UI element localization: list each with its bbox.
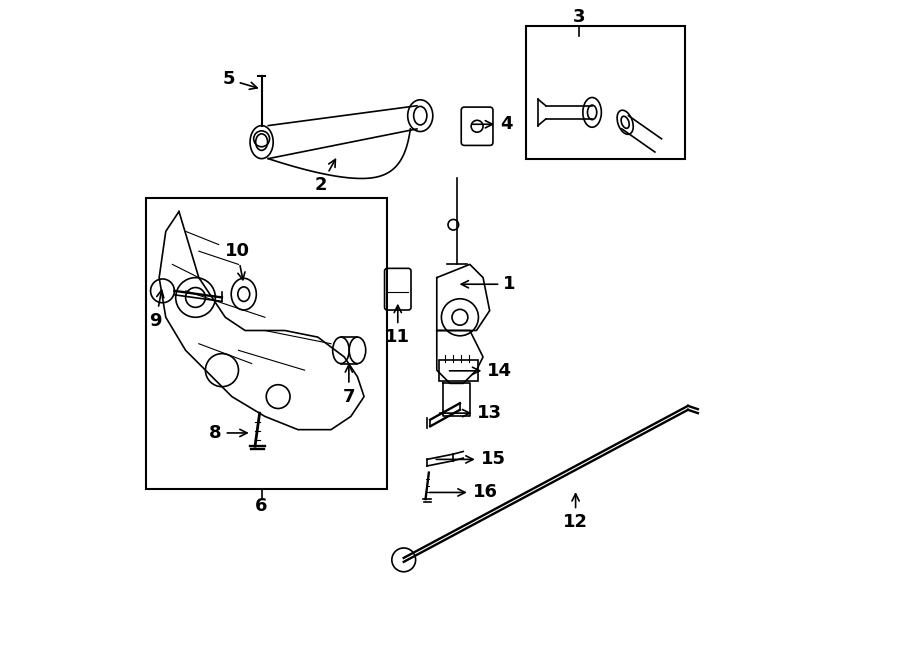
Text: 10: 10 [225, 242, 249, 280]
Text: 2: 2 [315, 159, 336, 194]
Text: 16: 16 [429, 483, 498, 502]
Text: 4: 4 [472, 115, 512, 134]
Text: 6: 6 [256, 496, 268, 515]
Text: 7: 7 [343, 365, 356, 406]
Text: 14: 14 [449, 362, 512, 380]
Bar [526, 26, 685, 159]
Text: 12: 12 [563, 494, 588, 531]
Text: 9: 9 [149, 290, 164, 330]
Text: 15: 15 [436, 450, 506, 469]
Text: 13: 13 [439, 404, 502, 422]
Bar [146, 198, 387, 489]
Text: 11: 11 [385, 305, 410, 346]
Text: 8: 8 [209, 424, 248, 442]
Text: 1: 1 [461, 275, 516, 293]
Text: 5: 5 [222, 70, 257, 89]
Text: 3: 3 [572, 7, 585, 26]
